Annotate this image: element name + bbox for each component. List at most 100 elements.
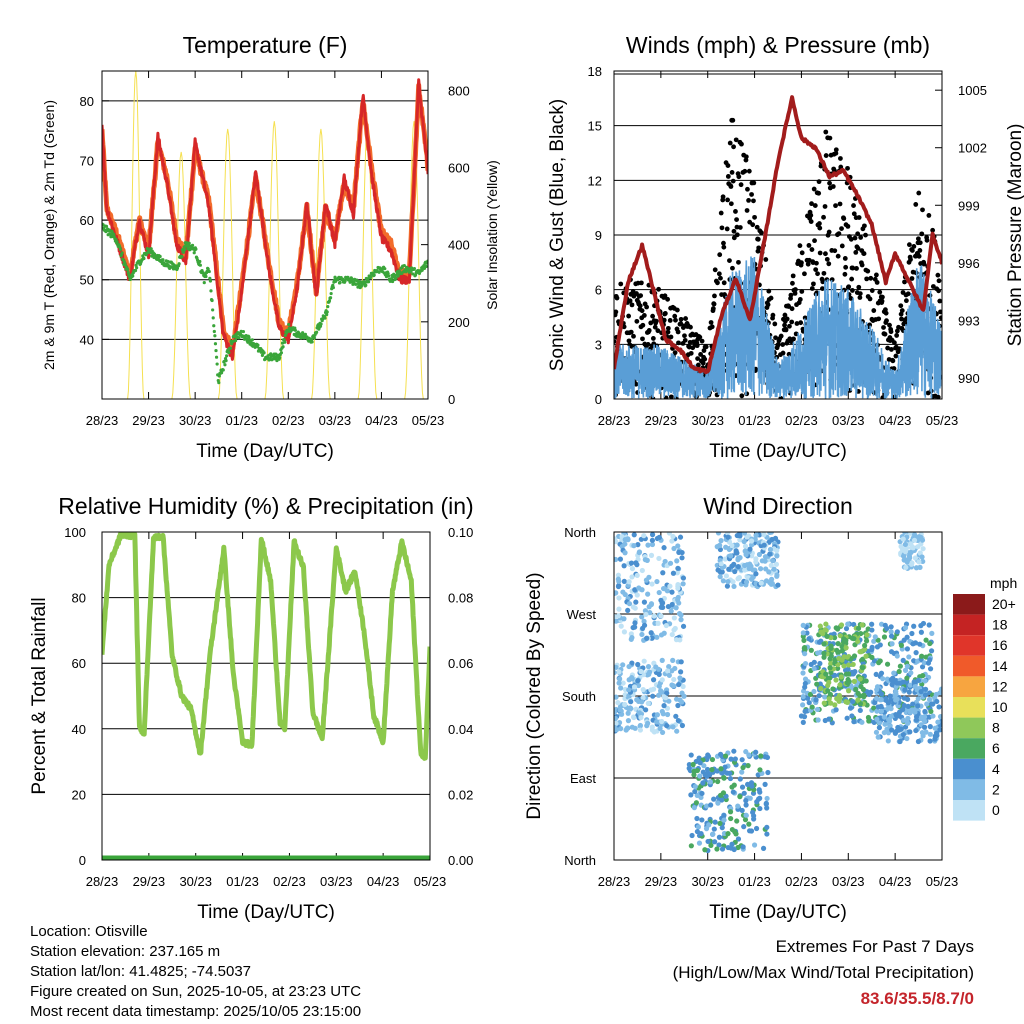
direction-point [857,676,863,682]
direction-point [735,564,741,570]
direction-point [767,551,773,557]
direction-point [924,701,930,707]
gust-point [751,198,756,204]
direction-point [851,636,857,642]
gust-point [916,190,922,196]
direction-point [692,788,698,795]
direction-point [774,573,780,579]
direction-point [701,763,707,769]
direction-point [813,697,819,703]
direction-point [665,603,672,610]
gust-point [614,339,617,344]
gust-point [893,353,899,359]
gust-point [694,343,700,349]
direction-point [909,630,915,637]
y-axis-label: Direction (Colored By Speed) [524,572,545,819]
direction-point [837,682,843,688]
gust-point [862,223,867,229]
gust-point [936,288,942,294]
direction-point [725,831,731,837]
direction-point [721,817,727,823]
direction-point [620,662,626,668]
gust-point [665,296,671,302]
direction-point [827,675,833,681]
direction-point [828,645,834,652]
direction-point [628,560,635,566]
gust-point [848,296,854,301]
dewpoint-point [202,281,206,285]
direction-point [927,666,934,672]
gust-point [614,295,620,301]
direction-point [763,566,769,572]
temp-2m-line [102,78,428,361]
x-axis-label: Time (Day/UTC) [709,902,847,923]
dewpoint-point [217,381,221,385]
y2-tick-label: 0 [448,392,455,407]
direction-point [659,677,665,683]
gust-point [830,184,836,189]
direction-point [768,562,774,569]
gust-point [797,243,803,249]
direction-point [638,714,644,721]
direction-point [688,752,694,758]
legend-title: mph [990,575,1017,591]
y2-axis-label: Solar Insolation (Yellow) [484,160,500,310]
direction-point [614,539,619,545]
gust-point [703,344,709,350]
direction-point [663,722,670,729]
gust-point [702,356,708,362]
direction-point [877,658,883,664]
direction-point [625,718,632,724]
direction-point [725,534,731,540]
direction-point [878,697,884,703]
direction-point [697,773,703,779]
direction-point [851,621,857,628]
y2-tick-label: 0.06 [448,656,473,671]
direction-point [874,687,880,693]
direction-point [641,622,648,628]
direction-point [686,765,692,771]
dewpoint-point [387,274,391,278]
gust-point [874,272,879,278]
direction-point [922,692,929,698]
x-tick-label: 30/23 [691,413,724,428]
gust-point [794,321,800,326]
direction-point [802,660,809,667]
direction-point [815,717,821,723]
gust-point [899,308,905,313]
direction-point [666,672,672,678]
gust-point [665,325,671,331]
direction-point [655,666,662,672]
direction-point [863,653,869,659]
direction-point [743,749,749,755]
direction-point [654,634,660,640]
gust-point [674,307,680,313]
gust-point [650,313,656,319]
legend-label: 18 [992,617,1008,633]
direction-point [746,752,752,758]
direction-point [748,542,755,548]
direction-point [620,680,626,686]
direction-point [671,615,677,621]
direction-point [919,664,926,670]
extremes-values: 83.6/35.5/8.7/0 [860,989,974,1008]
dewpoint-point [333,275,337,279]
direction-point [634,592,640,598]
direction-point [645,542,651,548]
direction-point [749,553,755,559]
direction-point [716,834,723,840]
gust-point [633,381,639,387]
direction-point [820,631,826,637]
direction-point [714,544,720,550]
direction-point [873,729,880,735]
direction-point [688,843,694,849]
gust-point [750,222,756,228]
direction-point [626,579,632,585]
direction-point [909,707,915,713]
direction-point [937,714,942,720]
x-tick-label: 03/23 [319,413,352,428]
legend-label: 12 [992,678,1008,694]
y-axis-label: 2m & 9m T (Red, Orange) & 2m Td (Green) [41,100,57,370]
direction-point [656,534,662,540]
dewpoint-point [281,345,285,349]
